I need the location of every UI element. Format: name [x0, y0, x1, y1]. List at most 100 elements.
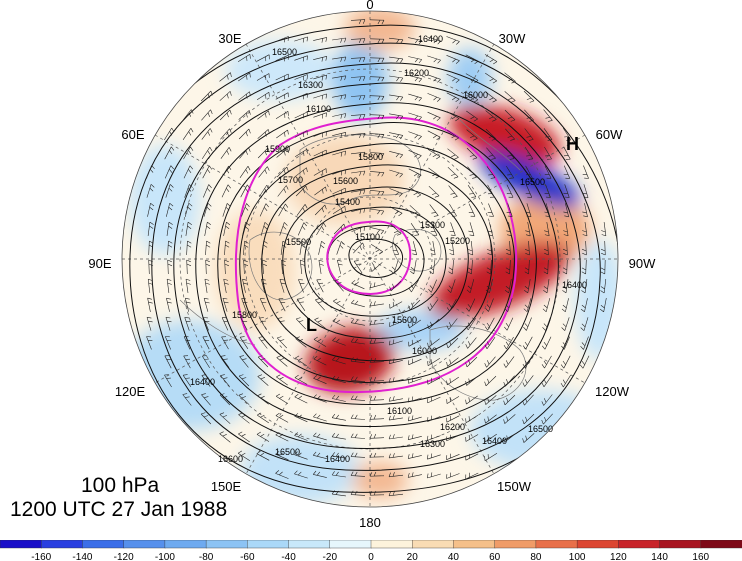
colorbar-tick-label: -120: [114, 552, 134, 561]
wind-barb: [281, 259, 287, 275]
wind-barb: [543, 109, 553, 122]
wind-barb: [313, 413, 327, 422]
wind-barb: [465, 434, 479, 442]
wind-barb: [350, 471, 366, 477]
wind-barb: [318, 259, 324, 274]
wind-barb: [465, 472, 479, 480]
wind-barb: [294, 470, 308, 479]
wind-barb: [205, 259, 211, 275]
wind-barb: [525, 203, 532, 217]
wind-barb: [332, 187, 346, 195]
wind-barb: [294, 93, 308, 100]
wind-barb: [294, 432, 308, 441]
wind-barb: [465, 414, 479, 424]
wind-barb: [224, 240, 230, 256]
wind-barb: [259, 298, 267, 312]
wind-barb: [408, 93, 422, 102]
wind-barb: [506, 184, 514, 198]
wind-barb: [164, 165, 174, 179]
wind-barb: [581, 279, 588, 294]
lon-label-60w: 60W: [596, 127, 623, 142]
wind-barb: [353, 242, 365, 254]
wind-barb: [427, 130, 441, 141]
wind-barb: [506, 222, 512, 237]
wind-barb: [410, 260, 417, 275]
wind-barb: [447, 166, 459, 179]
wind-barb: [446, 434, 460, 442]
wind-barb: [294, 393, 308, 404]
wind-barb: [408, 358, 422, 366]
wind-barb: [560, 355, 571, 369]
wind-barb: [276, 355, 288, 367]
wind-barb: [522, 355, 534, 369]
contour-label: 16200: [404, 68, 429, 78]
wind-barb: [485, 110, 497, 122]
wind-barb: [447, 148, 459, 160]
wind-barb: [523, 298, 532, 312]
wind-barb: [242, 278, 248, 293]
wind-barb: [237, 450, 251, 462]
wind-barb: [544, 165, 552, 179]
wind-barb: [164, 355, 172, 369]
wind-barb: [562, 259, 568, 275]
wind-barb: [427, 396, 441, 404]
wind-barb: [238, 393, 250, 405]
wind-barb: [525, 165, 533, 179]
wind-barb: [505, 259, 511, 275]
wind-barb: [147, 297, 153, 312]
wind-barb: [202, 336, 210, 350]
wind-barb: [408, 415, 422, 422]
colorbar-tick-label: -100: [155, 552, 175, 561]
wind-barb: [277, 317, 287, 330]
wind-barb: [350, 57, 366, 63]
wind-barb: [427, 415, 441, 422]
wind-barb: [388, 415, 403, 421]
contour-label: 16400: [190, 377, 215, 387]
wind-barb: [523, 317, 532, 331]
wind-barb: [370, 243, 384, 255]
wind-barb: [369, 76, 385, 82]
wind-barb: [313, 375, 327, 384]
wind-barb: [579, 355, 590, 369]
wind-barb: [314, 204, 327, 216]
wind-barb: [411, 241, 417, 256]
wind-barb: [243, 240, 249, 256]
colorbar-tick-label: -160: [31, 552, 51, 561]
wind-barb: [333, 223, 346, 235]
wind-barb: [524, 109, 534, 122]
contour-label: 16500: [528, 424, 553, 434]
colorbar-labels: -160 -140 -120 -100 -80 -60 -40 -20 0 20 40 60 80 100…: [31, 552, 709, 561]
wind-barb: [388, 396, 403, 402]
wind-barb: [484, 356, 496, 368]
wind-barb: [240, 184, 251, 198]
wind-barb: [544, 146, 552, 160]
wind-barb: [219, 91, 232, 101]
colorbar-swatch: [164, 540, 207, 549]
wind-barb: [487, 184, 495, 198]
wind-barb: [350, 357, 366, 364]
wind-barb: [200, 90, 213, 102]
wind-barb: [446, 36, 460, 45]
wind-barb: [185, 278, 191, 293]
wind-barb: [389, 75, 404, 82]
wind-barb: [389, 188, 403, 197]
wind-barb: [257, 147, 270, 159]
wind-barb: [504, 91, 516, 103]
wind-barb: [201, 146, 213, 160]
wind-barb: [447, 129, 459, 141]
wind-barb: [369, 301, 384, 307]
low-pressure-marker: L: [306, 315, 317, 335]
wind-barb: [165, 336, 172, 350]
wind-barb: [544, 184, 551, 198]
wind-barb: [465, 453, 479, 461]
wind-barb: [485, 128, 497, 141]
wind-barb: [312, 470, 327, 478]
wind-barb: [164, 146, 175, 160]
wind-barb: [369, 395, 385, 401]
wind-barb: [257, 412, 269, 424]
contour-label: 16500: [275, 447, 300, 457]
wind-barb: [262, 240, 268, 256]
wind-barb: [522, 413, 535, 425]
wind-barb: [446, 92, 460, 103]
wind-barb: [369, 319, 385, 325]
